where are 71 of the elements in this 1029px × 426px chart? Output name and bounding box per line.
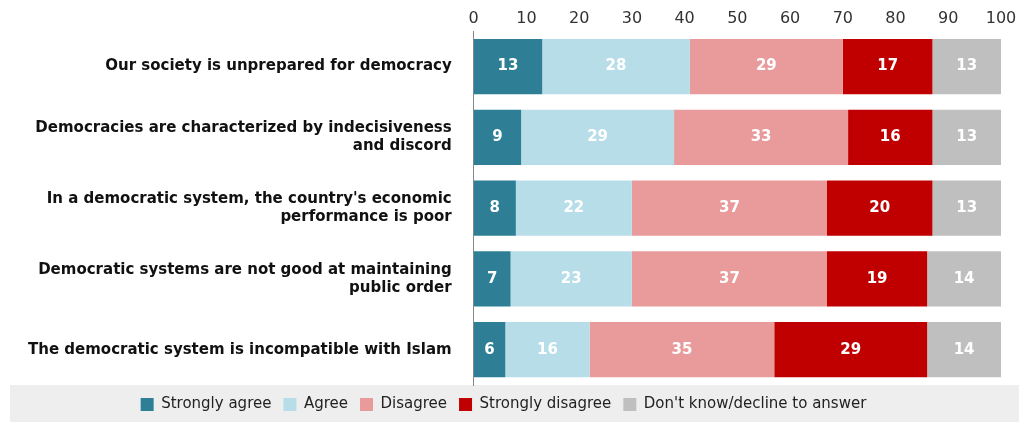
bar [826,180,933,236]
x-tick-label: 10 [516,7,537,27]
data-label: 29 [840,339,862,358]
data-label: 13 [956,197,978,216]
data-label: 16 [537,339,558,358]
bar [674,109,849,165]
x-tick-label: 100 [985,7,1017,27]
bar [932,109,1001,165]
x-tick-label: 70 [832,7,853,27]
x-tick-label: 30 [621,7,643,27]
legend-label: Agree [303,394,348,413]
legend-label: Strongly disagree [479,394,612,413]
bar [589,322,775,378]
bar [932,38,1001,95]
bar [689,38,843,95]
x-tick-label: 90 [938,7,959,27]
data-label: 13 [956,56,978,75]
bar [542,38,690,95]
bar [473,109,522,165]
data-label: 14 [953,268,975,287]
data-label: 29 [587,127,609,146]
bar [826,251,928,307]
x-tick-label: 20 [568,7,590,27]
x-tick-label: 40 [674,7,695,27]
bar [848,109,933,165]
data-label: 22 [563,197,585,216]
x-tick-label: 60 [779,7,801,27]
y-tick-label: In a democratic system, the country's economic performance is poor [46,188,453,225]
bar [473,38,543,95]
x-tick-label: 0 [468,7,479,27]
data-label: 33 [750,127,772,146]
bar [473,322,506,378]
legend-label: Don't know/decline to answer [643,394,868,413]
bar [473,251,511,307]
data-label: 14 [953,339,975,358]
bar [515,180,632,236]
data-label: 20 [869,197,891,216]
data-label: 23 [560,268,582,287]
legend-label: Strongly agree [161,394,272,413]
bar [521,109,675,165]
y-tick-label: Democracies are characterized by indecisiveness and discord [35,118,452,155]
bar [510,251,632,307]
legend-label: Disagree [380,394,448,413]
data-label: 37 [718,197,740,216]
data-label: 29 [755,56,777,75]
bar [927,251,1001,307]
data-label: 7 [486,268,498,287]
data-label: 28 [605,56,627,75]
data-label: 17 [877,56,899,75]
y-tick-label: Democratic systems are not good at maintaining public order [38,259,453,296]
data-label: 13 [956,127,978,146]
y-tick-label: The democratic system is incompatible with Islam [27,339,452,358]
bar [927,322,1001,378]
data-label: 37 [718,268,740,287]
bar [842,38,933,95]
bar [631,251,827,307]
data-label: 19 [866,268,888,287]
bar [473,180,516,236]
data-label: 9 [492,127,503,146]
data-label: 8 [489,197,500,216]
bar [505,322,590,378]
y-tick-label: Our society is unprepared for democracy [105,56,452,75]
data-label: 6 [484,339,495,358]
bar [631,180,827,236]
bar [774,322,928,378]
data-label: 35 [671,339,693,358]
x-tick-label: 80 [885,7,906,27]
bar [932,180,1001,236]
x-tick-label: 50 [727,7,748,27]
data-label: 16 [879,127,901,146]
data-label: 13 [497,56,519,75]
